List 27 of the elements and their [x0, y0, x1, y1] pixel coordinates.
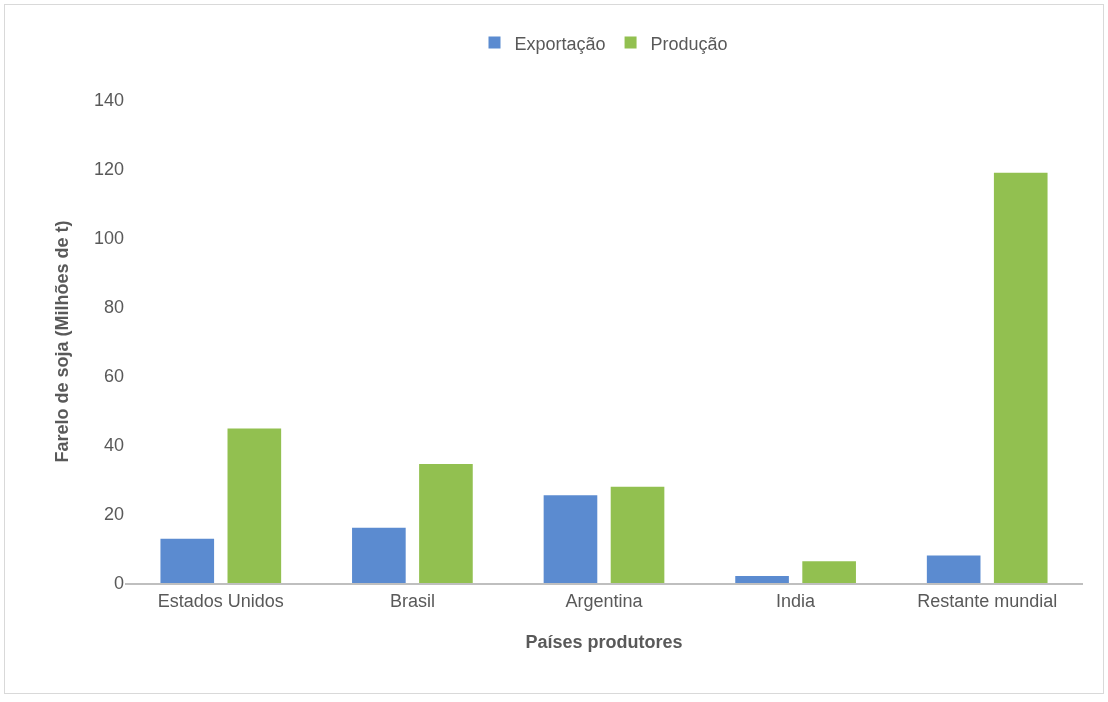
bar [993, 172, 1048, 583]
x-tick-label: Restante mundial [917, 590, 1058, 611]
y-tick-label: 140 [93, 90, 124, 111]
bar [802, 561, 856, 583]
bar [735, 576, 789, 583]
bar [227, 428, 282, 583]
x-tick-label: Brasil [389, 590, 435, 611]
y-axis-title: Farelo de soja (Milhões de t) [52, 220, 73, 463]
bar [926, 555, 981, 583]
legend-label: Produção [650, 33, 728, 54]
y-tick-label: 60 [103, 366, 124, 387]
x-tick-label: India [776, 590, 817, 611]
bar [160, 538, 215, 583]
y-tick-label: 40 [103, 435, 124, 456]
x-axis-title: Países produtores [525, 632, 683, 652]
y-tick-label: 120 [93, 159, 124, 180]
x-tick-label: Estados Unidos [157, 590, 284, 611]
y-tick-label: 80 [103, 297, 124, 318]
x-tick-label: Argentina [565, 590, 644, 611]
bar [419, 463, 473, 583]
bar [352, 527, 406, 583]
y-tick-label: 0 [113, 573, 124, 594]
bar [610, 486, 665, 583]
y-tick-label: 20 [103, 504, 124, 525]
y-tick-label: 100 [93, 228, 124, 249]
legend-label: Exportação [514, 33, 606, 54]
bar [543, 495, 598, 583]
